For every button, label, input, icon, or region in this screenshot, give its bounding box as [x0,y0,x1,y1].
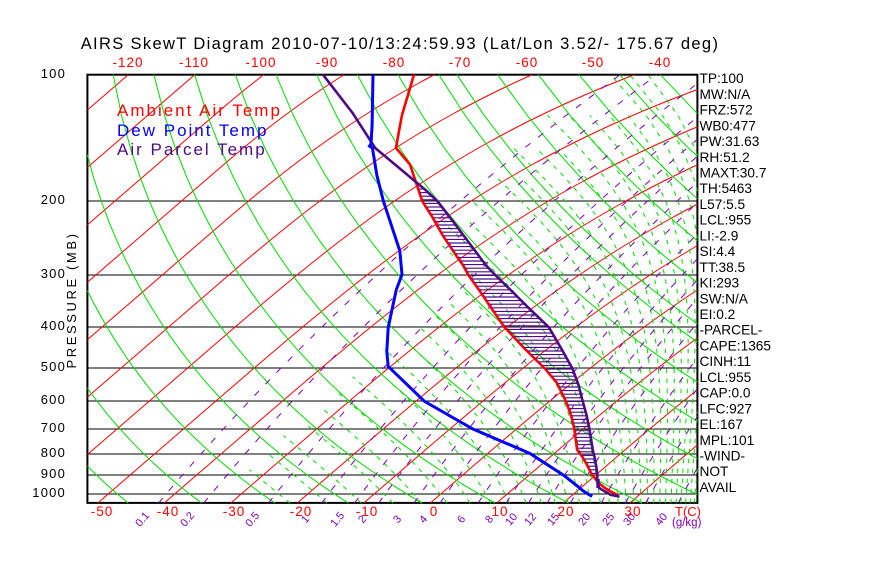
svg-text:MPL:101: MPL:101 [700,433,755,448]
svg-text:FRZ:572: FRZ:572 [700,103,753,118]
svg-text:-120: -120 [112,55,143,70]
svg-text:TT:38.5: TT:38.5 [700,260,746,275]
svg-text:PRESSURE (MB): PRESSURE (MB) [64,231,79,368]
svg-text:SW:N/A: SW:N/A [700,291,749,306]
svg-text:PW:31.63: PW:31.63 [700,134,760,149]
svg-text:LFC:927: LFC:927 [700,401,753,416]
svg-text:MW:N/A: MW:N/A [700,87,752,102]
svg-text:30: 30 [624,504,641,519]
svg-text:MAXT:30.7: MAXT:30.7 [700,166,767,181]
svg-text:CINH:11: CINH:11 [700,354,751,369]
svg-text:Ambient Air Temp: Ambient Air Temp [117,101,282,120]
svg-text:200: 200 [41,192,66,207]
svg-text:20: 20 [557,504,574,519]
svg-text:KI:293: KI:293 [700,276,740,291]
svg-text:500: 500 [41,359,66,374]
svg-text:Air Parcel Temp: Air Parcel Temp [117,140,267,159]
svg-text:WB0:477: WB0:477 [700,118,756,133]
svg-text:-50: -50 [582,55,605,70]
svg-text:-70: -70 [449,55,472,70]
svg-text:AVAIL: AVAIL [700,480,737,495]
svg-text:LCL:955: LCL:955 [700,370,752,385]
svg-text:T(C): T(C) [675,504,701,519]
svg-text:EL:167: EL:167 [700,417,743,432]
svg-text:-80: -80 [383,55,406,70]
svg-text:(g/kg): (g/kg) [672,517,702,529]
svg-text:700: 700 [41,420,66,435]
svg-text:800: 800 [41,445,66,460]
svg-text:AIRS SkewT Diagram 2010-07-10/: AIRS SkewT Diagram 2010-07-10/13:24:59.9… [81,35,720,53]
svg-text:1000: 1000 [32,485,66,500]
svg-text:300: 300 [41,266,66,281]
svg-text:LI:-2.9: LI:-2.9 [700,228,739,243]
svg-text:100: 100 [41,66,66,81]
svg-text:-110: -110 [179,55,209,70]
svg-text:-30: -30 [223,504,246,519]
svg-text:EI:0.2: EI:0.2 [700,307,736,322]
svg-text:-60: -60 [516,55,539,70]
svg-text:900: 900 [41,466,66,481]
svg-text:-100: -100 [245,55,276,70]
svg-text:-10: -10 [356,504,379,519]
svg-text:-20: -20 [290,504,313,519]
svg-text:0: 0 [430,504,439,519]
svg-text:400: 400 [41,318,66,333]
svg-text:TH:5463: TH:5463 [700,181,753,196]
svg-text:-40: -40 [157,504,180,519]
svg-text:NOT: NOT [700,464,730,479]
svg-text:Dew Point Temp: Dew Point Temp [117,121,268,140]
svg-text:-40: -40 [649,55,672,70]
svg-text:CAPE:1365: CAPE:1365 [700,338,772,353]
svg-text:LCL:955: LCL:955 [700,213,752,228]
svg-text:CAP:0.0: CAP:0.0 [700,386,751,401]
svg-text:L57:5.5: L57:5.5 [700,197,746,212]
svg-text:-PARCEL-: -PARCEL- [700,323,763,338]
svg-text:-WIND-: -WIND- [700,449,746,464]
svg-text:RH:51.2: RH:51.2 [700,150,750,165]
svg-text:-50: -50 [91,504,114,519]
svg-text:10: 10 [491,504,508,519]
svg-text:TP:100: TP:100 [700,71,745,86]
svg-text:-90: -90 [316,55,339,70]
svg-text:SI:4.4: SI:4.4 [700,244,736,259]
svg-text:600: 600 [41,392,66,407]
